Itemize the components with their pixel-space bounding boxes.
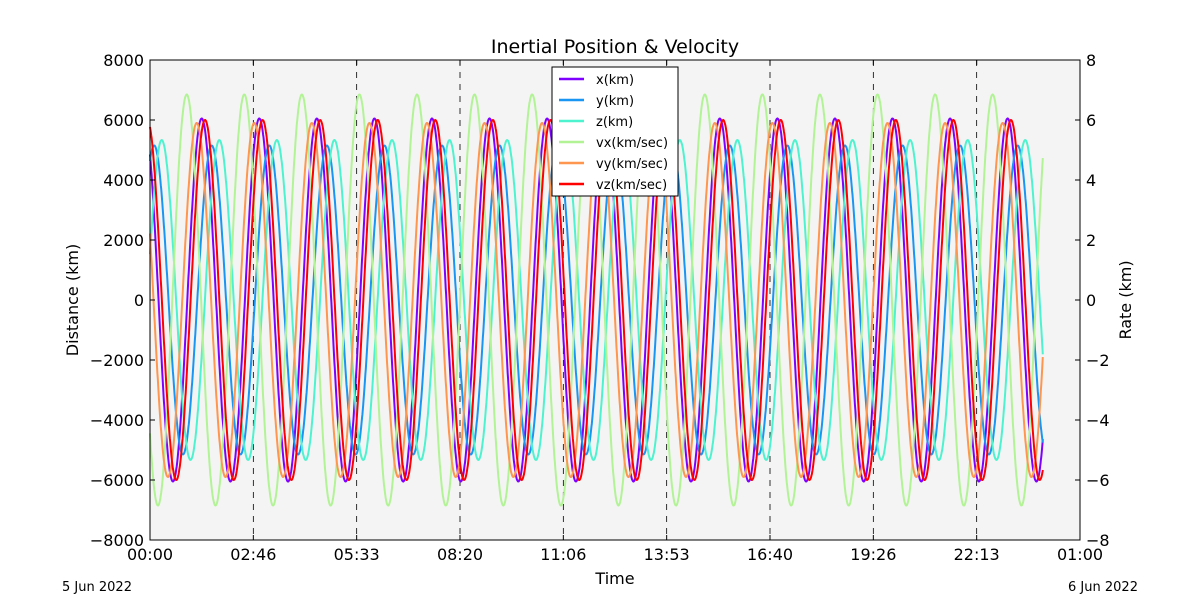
legend-label: vz(km/sec) bbox=[596, 178, 667, 193]
date-label-start: 5 Jun 2022 bbox=[62, 580, 132, 595]
y-tick-label-right: −4 bbox=[1086, 411, 1110, 430]
series-line-ykm bbox=[149, 144, 1044, 456]
y-axis-label-right: Rate (km) bbox=[1116, 260, 1135, 339]
y-tick-label-left: 8000 bbox=[103, 51, 144, 70]
y-tick-label-right: 6 bbox=[1086, 111, 1096, 130]
x-tick-label: 19:26 bbox=[850, 545, 896, 564]
x-tick-label: 11:06 bbox=[540, 545, 586, 564]
chart-title: Inertial Position & Velocity bbox=[491, 36, 739, 58]
y-tick-label-right: 8 bbox=[1086, 51, 1096, 70]
x-tick-label: 08:20 bbox=[437, 545, 483, 564]
legend-label: x(km) bbox=[596, 73, 634, 88]
y-tick-label-left: −2000 bbox=[90, 351, 144, 370]
ticks: 00:00 02:46 05:33 08:20 11:06 13:53 16:40 19:26… bbox=[90, 51, 1110, 564]
x-tick-label: 22:13 bbox=[954, 545, 1000, 564]
y-tick-label-left: 4000 bbox=[103, 171, 144, 190]
x-tick-label: 02:46 bbox=[230, 545, 276, 564]
legend-label: z(km) bbox=[596, 115, 633, 130]
legend-box bbox=[551, 66, 679, 197]
y-tick-label-left: 0 bbox=[134, 291, 144, 310]
y-tick-label-left: 6000 bbox=[103, 111, 144, 130]
y-tick-label-left: 2000 bbox=[103, 231, 144, 250]
legend: x(km) y(km) z(km) vx(km/sec) vy(km/sec) vz(km… bbox=[551, 66, 679, 197]
y-tick-label-right: −6 bbox=[1086, 471, 1110, 490]
legend-label: vx(km/sec) bbox=[596, 136, 668, 151]
series-line-vzkmsec bbox=[149, 118, 1044, 482]
y-tick-label-right: 2 bbox=[1086, 231, 1096, 250]
y-tick-label-right: 0 bbox=[1086, 291, 1096, 310]
y-tick-label-left: −8000 bbox=[90, 531, 144, 550]
x-tick-label: 13:53 bbox=[644, 545, 690, 564]
x-axis-label: Time bbox=[594, 569, 634, 588]
y-tick-label-right: −2 bbox=[1086, 351, 1110, 370]
y-tick-label-right: 4 bbox=[1086, 171, 1096, 190]
date-label-end: 6 Jun 2022 bbox=[1068, 580, 1138, 595]
x-tick-label: 00:00 bbox=[127, 545, 173, 564]
x-tick-label: 16:40 bbox=[747, 545, 793, 564]
x-tick-label: 01:00 bbox=[1057, 545, 1103, 564]
x-tick-label: 05:33 bbox=[334, 545, 380, 564]
legend-label: vy(km/sec) bbox=[596, 157, 668, 172]
y-tick-label-left: −4000 bbox=[90, 411, 144, 430]
legend-label: y(km) bbox=[596, 94, 634, 109]
y-axis-label-left: Distance (km) bbox=[63, 244, 82, 356]
y-tick-label-left: −6000 bbox=[90, 471, 144, 490]
y-tick-label-right: −8 bbox=[1086, 531, 1110, 550]
